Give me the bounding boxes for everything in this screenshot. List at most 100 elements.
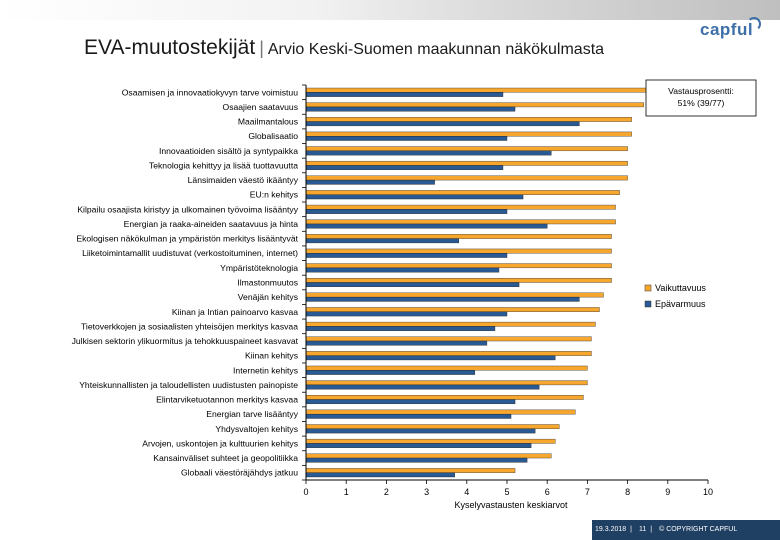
category-label: Kiinan kehitys bbox=[245, 351, 298, 361]
category-label: Energian tarve lisääntyy bbox=[206, 409, 298, 419]
bar-epavarmuus bbox=[305, 326, 496, 331]
category-label: Maailmantalous bbox=[238, 117, 298, 127]
bar-epavarmuus bbox=[305, 399, 516, 405]
x-tick-label: 1 bbox=[344, 487, 349, 497]
bar-vaikuttavuus bbox=[305, 131, 632, 137]
bar-epavarmuus bbox=[305, 106, 516, 112]
bar-epavarmuus bbox=[305, 165, 504, 170]
category-label: Yhteiskunnallisten ja taloudellisten uud… bbox=[79, 380, 298, 390]
category-label: Julkisen sektorin ylikuormitus ja tehokk… bbox=[72, 336, 299, 346]
bar-epavarmuus bbox=[305, 413, 512, 419]
bar-epavarmuus bbox=[305, 92, 504, 97]
category-label: Osaajien saatavuus bbox=[223, 102, 298, 112]
category-label: Internetin kehitys bbox=[233, 365, 298, 375]
x-tick-label: 5 bbox=[504, 487, 509, 497]
x-tick-label: 6 bbox=[545, 487, 550, 497]
x-tick-label: 8 bbox=[625, 487, 630, 497]
legend-swatch bbox=[644, 300, 652, 308]
bar-vaikuttavuus bbox=[305, 292, 604, 298]
bar-epavarmuus bbox=[305, 209, 508, 214]
category-label: Kansainväliset suhteet ja geopolitiikka bbox=[153, 453, 298, 463]
bar-epavarmuus bbox=[305, 267, 500, 273]
bar-vaikuttavuus bbox=[305, 175, 628, 181]
bar-epavarmuus bbox=[305, 238, 459, 244]
bar-vaikuttavuus bbox=[305, 438, 556, 444]
page-title: EVA-muutostekijät | Arvio Keski-Suomen maa… bbox=[84, 36, 604, 60]
bar-epavarmuus bbox=[305, 150, 552, 156]
legend-label: Vaikuttavuus bbox=[655, 283, 706, 293]
category-label: Ekologisen näkökulman ja ympäristön merk… bbox=[76, 234, 298, 244]
legend-label: Epävarmuus bbox=[655, 299, 706, 309]
bar-epavarmuus bbox=[305, 121, 580, 127]
bar-vaikuttavuus bbox=[305, 146, 628, 152]
bar-epavarmuus bbox=[305, 428, 536, 434]
bar-epavarmuus bbox=[305, 472, 455, 478]
bar-vaikuttavuus bbox=[305, 380, 588, 386]
category-label: Kiinan ja Intian painoarvo kasvaa bbox=[172, 307, 298, 317]
logo-swoosh-icon bbox=[747, 17, 761, 31]
bar-vaikuttavuus bbox=[305, 219, 616, 225]
bar-epavarmuus bbox=[305, 282, 520, 288]
bar-epavarmuus bbox=[305, 253, 508, 258]
category-label: Venäjän kehitys bbox=[238, 292, 298, 302]
bar-vaikuttavuus bbox=[305, 424, 560, 429]
category-label: Liiketoimintamallit uudistuvat (verkosto… bbox=[82, 248, 298, 258]
bar-epavarmuus bbox=[305, 223, 548, 229]
bar-vaikuttavuus bbox=[305, 395, 584, 400]
title-separator: | bbox=[259, 38, 264, 58]
x-tick-label: 10 bbox=[703, 487, 713, 497]
chart-legend: Vaikuttavuus Epävarmuus bbox=[644, 283, 706, 309]
footer-separator-2: | bbox=[650, 526, 653, 533]
title-subtitle: Arvio Keski-Suomen maakunnan näkökulmast… bbox=[267, 41, 605, 58]
footer-copyright: © COPYRIGHT CAPFUL bbox=[659, 526, 738, 533]
category-label: Energian ja raaka-aineiden saatavuus ja … bbox=[124, 219, 299, 229]
bar-vaikuttavuus bbox=[305, 190, 620, 195]
bar-epavarmuus bbox=[305, 370, 476, 375]
category-label: Innovaatioiden sisältö ja syntypaikka bbox=[159, 146, 298, 156]
bar-vaikuttavuus bbox=[305, 468, 516, 473]
bar-vaikuttavuus bbox=[305, 263, 612, 269]
x-tick-label: 4 bbox=[464, 487, 469, 497]
bar-vaikuttavuus bbox=[305, 117, 632, 122]
x-tick-label: 2 bbox=[384, 487, 389, 497]
x-axis-label: Kyselyvastausten keskiarvot bbox=[454, 500, 568, 510]
bar-vaikuttavuus bbox=[305, 87, 648, 93]
category-label: Yhdysvaltojen kehitys bbox=[215, 424, 298, 434]
bar-epavarmuus bbox=[305, 340, 488, 346]
footer-page: 11 bbox=[638, 526, 647, 533]
bar-vaikuttavuus bbox=[305, 321, 596, 327]
annotation-box bbox=[645, 79, 757, 117]
bar-epavarmuus bbox=[305, 296, 580, 302]
category-label: Globalisaatio bbox=[248, 131, 298, 141]
x-tick-label: 7 bbox=[585, 487, 590, 497]
category-label: Teknologia kehittyy ja lisää tuottavuutt… bbox=[149, 160, 298, 170]
bar-vaikuttavuus bbox=[305, 234, 612, 239]
x-tick-label: 0 bbox=[303, 487, 308, 497]
legend-swatch bbox=[644, 284, 652, 292]
bar-epavarmuus bbox=[305, 457, 528, 463]
category-label: Arvojen, uskontojen ja kulttuurien kehit… bbox=[142, 438, 298, 448]
bar-epavarmuus bbox=[305, 443, 532, 448]
category-label: Ilmastonmuutos bbox=[237, 278, 298, 288]
category-label: Tietoverkkojen ja sosiaalisten yhteisöje… bbox=[81, 321, 298, 331]
x-tick-label: 9 bbox=[665, 487, 670, 497]
category-label: Globaali väestöräjähdys jatkuu bbox=[181, 468, 298, 478]
bar-vaikuttavuus bbox=[305, 102, 644, 108]
category-label: Osaamisen ja innovaatiokyvyn tarve voimi… bbox=[122, 87, 298, 97]
bar-vaikuttavuus bbox=[305, 453, 552, 459]
bar-vaikuttavuus bbox=[305, 278, 612, 283]
bar-epavarmuus bbox=[305, 194, 524, 200]
annotation-text: Vastausprosentti: bbox=[668, 86, 734, 96]
annotation-text: 51% (39/77) bbox=[678, 98, 725, 108]
bar-epavarmuus bbox=[305, 136, 508, 141]
category-label: Kilpailu osaajista kiristyy ja ulkomaine… bbox=[77, 204, 298, 214]
bar-vaikuttavuus bbox=[305, 365, 588, 371]
bar-epavarmuus bbox=[305, 355, 556, 361]
footer-date: 19.3.2018 bbox=[595, 526, 627, 533]
title-main: EVA-muutostekijät bbox=[84, 36, 256, 59]
category-label: Ympäristöteknologia bbox=[220, 263, 298, 273]
footer-bar: 19.3.2018 | 11 | © COPYRIGHT CAPFUL bbox=[592, 520, 780, 540]
bar-vaikuttavuus bbox=[305, 351, 592, 356]
category-label: Länsimaiden väestö ikääntyy bbox=[188, 175, 299, 185]
bar-vaikuttavuus bbox=[305, 248, 612, 254]
